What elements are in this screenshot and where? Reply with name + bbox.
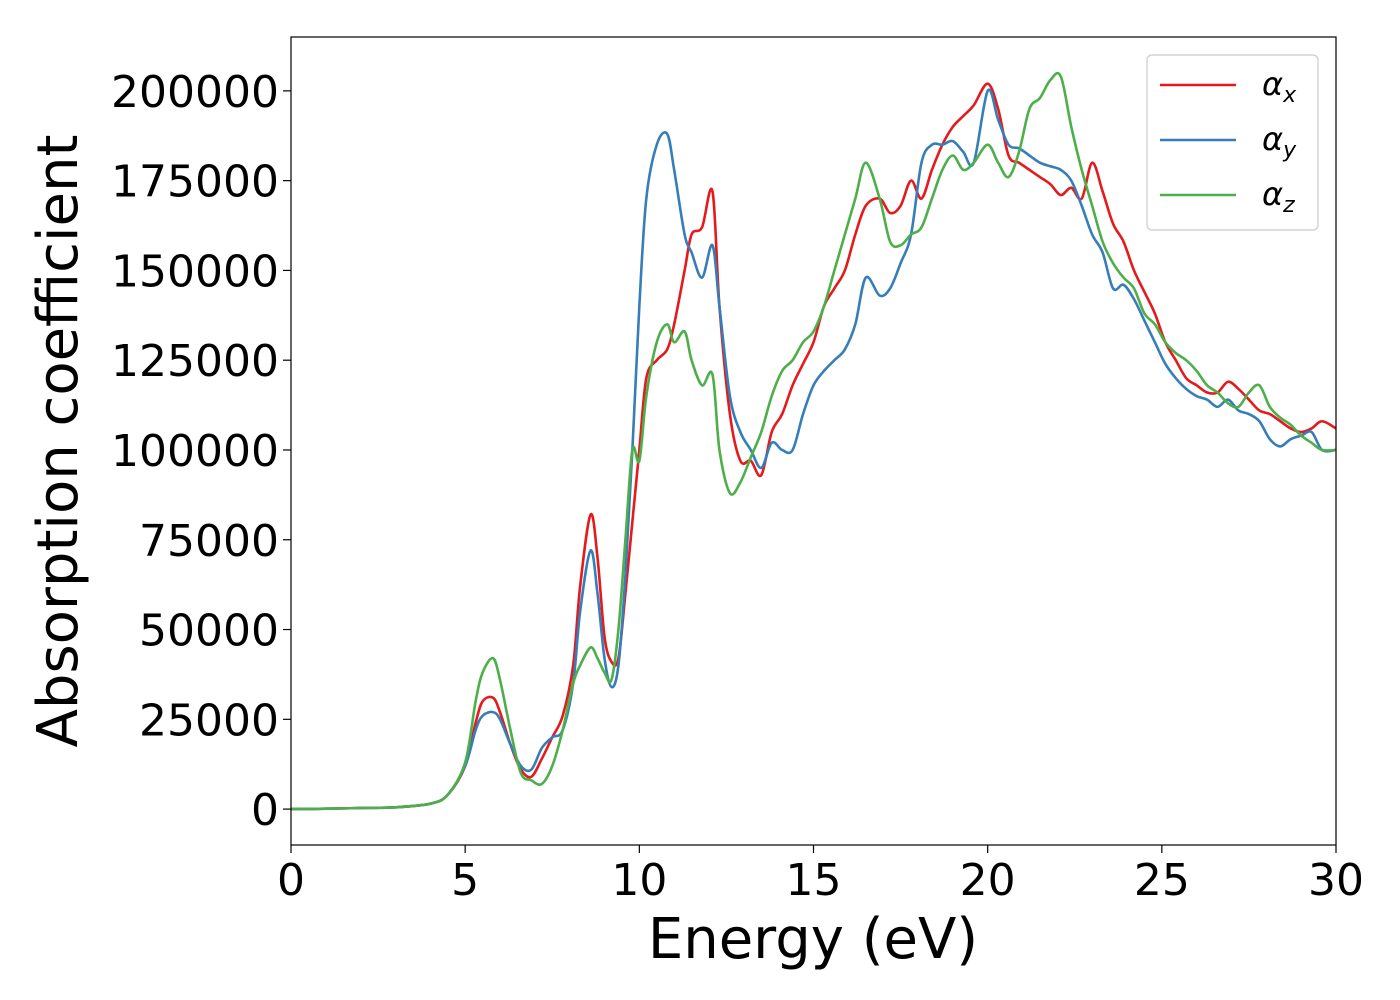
- x-tick-label: 15: [786, 855, 842, 906]
- y-tick-label: 125000: [111, 336, 279, 387]
- x-tick-label: 20: [960, 855, 1016, 906]
- y-axis-ticks: 0 25000 50000 75000 100000 125000 150000 175000…: [111, 67, 291, 836]
- y-tick-label: 0: [251, 785, 279, 836]
- y-axis-title: Absorption coefficient: [26, 135, 91, 748]
- x-tick-label: 30: [1308, 855, 1364, 906]
- y-tick-label: 100000: [111, 426, 279, 477]
- x-tick-label: 0: [277, 855, 305, 906]
- series-layer: [290, 71, 1337, 811]
- x-tick-label: 5: [451, 855, 479, 906]
- x-tick-label: 10: [611, 855, 667, 906]
- y-tick-label: 75000: [139, 516, 279, 567]
- legend-box: [1146, 54, 1319, 231]
- legend-label-y: αy: [1262, 120, 1297, 163]
- y-tick-label: 175000: [111, 157, 279, 208]
- y-tick-label: 25000: [139, 695, 279, 746]
- x-axis-ticks: 0 5 10 15 20 25 30: [277, 845, 1364, 906]
- x-tick-label: 25: [1134, 855, 1190, 906]
- x-axis-title: Energy (eV): [648, 907, 978, 972]
- y-tick-label: 150000: [111, 246, 279, 297]
- series-line-z: [290, 71, 1337, 811]
- y-tick-label: 50000: [139, 606, 279, 657]
- y-tick-label: 200000: [111, 67, 279, 118]
